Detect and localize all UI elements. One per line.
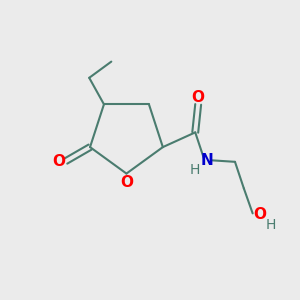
Text: H: H — [265, 218, 275, 232]
Text: O: O — [120, 175, 133, 190]
Text: O: O — [52, 154, 65, 169]
Text: N: N — [201, 153, 213, 168]
Text: O: O — [192, 90, 205, 105]
Text: H: H — [190, 163, 200, 177]
Text: O: O — [254, 207, 266, 222]
